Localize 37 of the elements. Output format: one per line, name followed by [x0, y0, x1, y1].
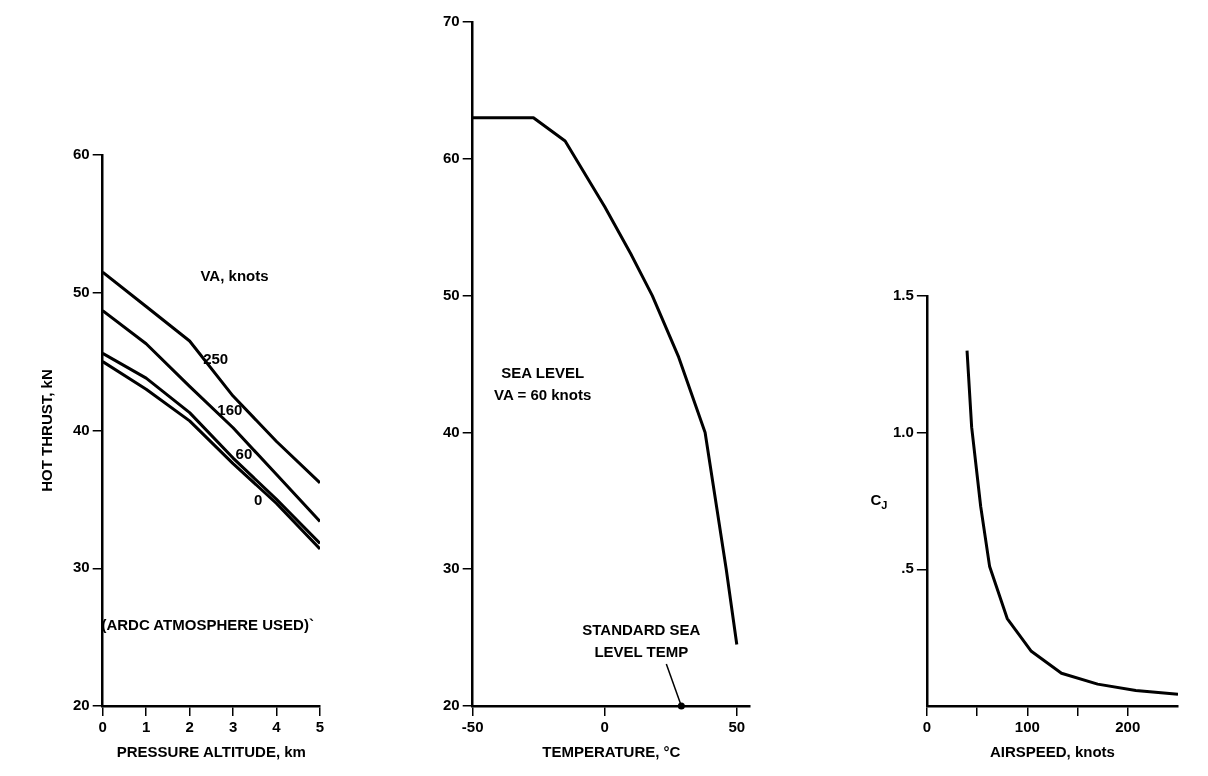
- y-tick-label: 20: [443, 696, 460, 714]
- annotation: (ARDC ATMOSPHERE USED)`: [101, 616, 314, 634]
- y-tick-label: 1.5: [892, 286, 914, 304]
- y-axis-title: HOT THRUST, kN: [37, 369, 55, 492]
- y-tick-label: 30: [443, 559, 460, 577]
- y-tick-label: 20: [73, 696, 90, 714]
- y-tick-label: 1.0: [892, 422, 914, 440]
- x-axis-title: PRESSURE ALTITUDE, km: [116, 743, 306, 761]
- x-tick-label: -50: [461, 718, 484, 736]
- legend-title: VA, knots: [200, 267, 269, 285]
- y-tick-label: 50: [443, 285, 460, 303]
- x-tick-label: 1: [141, 718, 151, 736]
- x-tick-label: 50: [728, 718, 746, 736]
- y-tick-label: 70: [443, 12, 460, 30]
- x-tick-label: 0: [600, 718, 609, 736]
- x-tick-label: 0: [98, 718, 107, 736]
- y-tick-label: 40: [73, 420, 90, 438]
- x-axis-title: AIRSPEED, knots: [989, 743, 1115, 761]
- series-label: 0: [253, 490, 263, 508]
- y-tick-label: 30: [73, 558, 90, 576]
- annotation: STANDARD SEA LEVEL TEMP: [582, 621, 701, 661]
- y-tick-label: 40: [443, 422, 460, 440]
- x-axis-title: TEMPERATURE, °C: [542, 743, 681, 761]
- series-label: 160: [217, 400, 243, 418]
- series-label: 60: [235, 444, 253, 462]
- y-tick-label: .5: [901, 559, 914, 577]
- x-tick-label: 100: [1014, 718, 1040, 736]
- x-tick-label: 0: [922, 718, 932, 736]
- y-tick-label: 60: [73, 145, 90, 163]
- x-tick-label: 3: [228, 718, 238, 736]
- x-tick-label: 200: [1115, 718, 1141, 736]
- x-tick-label: 2: [185, 718, 194, 736]
- annotation: SEA LEVEL VA = 60 knots: [494, 364, 592, 404]
- x-tick-label: 4: [272, 718, 282, 736]
- y-tick-label: 50: [73, 282, 90, 300]
- x-tick-label: 5: [315, 718, 325, 736]
- y-tick-label: 60: [443, 148, 460, 166]
